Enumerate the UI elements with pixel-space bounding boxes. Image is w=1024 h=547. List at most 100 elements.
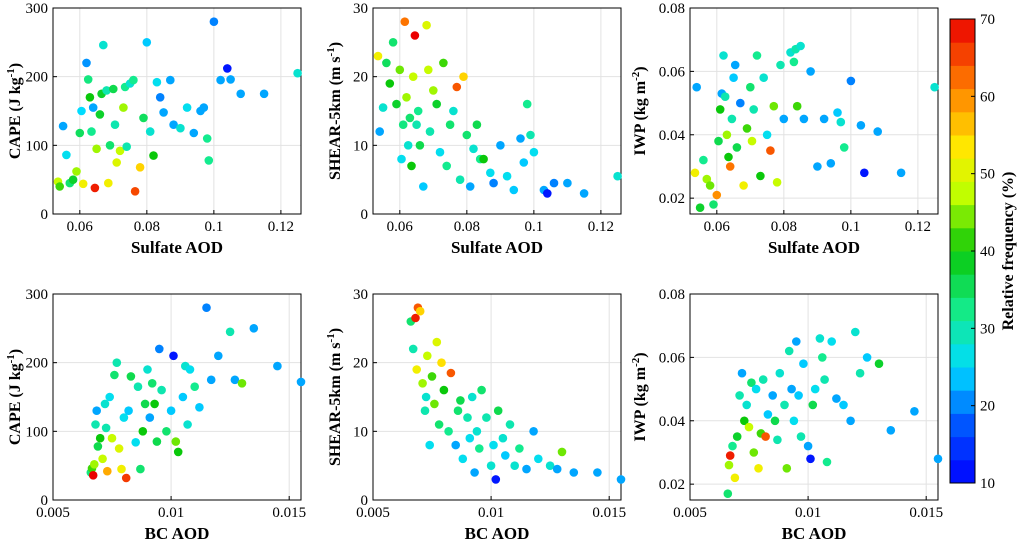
scatter-point xyxy=(475,444,484,453)
colorbar-cell xyxy=(950,158,975,182)
colorbar-tick-label: 50 xyxy=(980,167,995,183)
scatter-point xyxy=(413,106,423,116)
scatter-point xyxy=(529,427,538,436)
axes-box xyxy=(52,293,302,501)
y-tick-label: 0 xyxy=(361,493,369,509)
x-axis-label: BC AOD xyxy=(782,524,847,543)
scatter-point xyxy=(810,384,820,394)
scatter-point xyxy=(747,136,757,146)
y-tick-label: 200 xyxy=(26,70,49,86)
scatter-point xyxy=(747,378,756,388)
colorbar-label: Relative frequency (%) xyxy=(1000,172,1017,331)
scatter-point xyxy=(126,372,136,381)
scatter-point xyxy=(155,93,165,102)
scatter-point xyxy=(415,141,425,150)
scatter-point xyxy=(563,178,572,188)
scatter-point xyxy=(214,351,223,361)
colorbar-cell xyxy=(950,88,975,113)
y-axis-label: SHEAR-5km (m s-1) xyxy=(325,42,344,180)
y-tick-label: 0 xyxy=(361,207,369,223)
scatter-point xyxy=(115,146,125,156)
scatter-point xyxy=(293,68,302,78)
colorbar-ticks: 10 20 30 40 50 60 70 xyxy=(971,12,995,492)
scatter-point xyxy=(775,368,785,378)
scatter-point xyxy=(855,368,865,378)
scatter-point xyxy=(408,72,418,81)
scatter-point xyxy=(792,337,801,346)
scatter-point xyxy=(758,375,768,384)
scatter-point xyxy=(139,113,148,123)
scatter-point xyxy=(112,158,121,167)
scatter-point xyxy=(402,93,411,102)
scatter-point xyxy=(415,306,425,316)
scatter-point xyxy=(515,444,524,453)
scatter-point xyxy=(526,130,535,140)
scatter-point xyxy=(712,190,722,200)
scatter-point xyxy=(739,181,748,190)
scatter-point xyxy=(742,124,752,133)
scatter-point xyxy=(249,324,259,333)
scatter-point xyxy=(799,114,809,124)
scatter-point xyxy=(740,416,749,426)
scatter-point xyxy=(467,392,477,402)
colorbar-cell xyxy=(950,227,975,252)
scatter-point xyxy=(418,379,427,388)
scatter-point xyxy=(419,182,428,191)
x-tick-label: 0.12 xyxy=(905,219,931,235)
y-tick-label: 0.08 xyxy=(659,1,685,17)
scatter-point xyxy=(145,413,155,422)
scatter-point xyxy=(93,442,103,451)
scatter-point xyxy=(99,40,108,50)
scatter-point xyxy=(896,168,906,178)
scatter-point xyxy=(459,72,468,81)
scatter-point xyxy=(72,167,81,176)
scatter-point xyxy=(862,353,872,362)
axes-box xyxy=(52,7,302,215)
scatter-point xyxy=(169,120,178,129)
scatter-point xyxy=(836,117,846,127)
y-axis-label: IWP (kg m-2) xyxy=(630,352,649,441)
scatter-point xyxy=(435,147,445,157)
scatter-point xyxy=(794,391,803,400)
scatter-point xyxy=(400,17,410,27)
scatter-point xyxy=(425,440,435,450)
scatter-point xyxy=(462,130,472,140)
scatter-point xyxy=(751,384,761,394)
colorbar-tick-label: 60 xyxy=(980,89,995,105)
scatter-point xyxy=(429,86,438,95)
scatter-point xyxy=(784,346,794,356)
colorbar-cell xyxy=(950,111,975,136)
scatter-point xyxy=(410,31,420,40)
scatter-point xyxy=(763,410,773,419)
scatter-point xyxy=(103,466,112,476)
scatter-point xyxy=(202,134,212,143)
panel-bc-cape: 0.005 0.01 0.015 0 100 200 300 BC AOD CAPE (J kg… xyxy=(5,287,306,543)
scatter-point xyxy=(398,120,408,129)
colorbar-cells xyxy=(950,19,975,484)
scatter-points xyxy=(406,303,626,484)
scatter-point xyxy=(183,420,192,429)
scatter-point xyxy=(87,127,96,136)
scatter-point xyxy=(449,106,458,116)
scatter-point xyxy=(101,423,111,433)
scatter-point xyxy=(236,89,245,99)
scatter-points xyxy=(723,327,943,499)
y-tick-label: 100 xyxy=(26,424,49,440)
scatter-point xyxy=(493,406,503,416)
scatter-point xyxy=(182,103,192,112)
y-tick-label: 0.06 xyxy=(659,64,686,80)
scatter-point xyxy=(510,461,519,471)
scatter-point xyxy=(138,427,148,436)
scatter-point xyxy=(762,130,772,140)
scatter-point xyxy=(195,403,204,412)
scatter-point xyxy=(129,75,138,85)
scatter-point xyxy=(813,162,822,171)
x-axis-label: Sulfate AOD xyxy=(768,238,860,257)
scatter-point xyxy=(124,406,133,416)
scatter-point xyxy=(933,454,943,464)
scatter-point xyxy=(296,377,306,387)
scatter-point xyxy=(82,58,91,68)
y-tick-label: 200 xyxy=(26,356,49,372)
scatter-point xyxy=(102,86,111,95)
